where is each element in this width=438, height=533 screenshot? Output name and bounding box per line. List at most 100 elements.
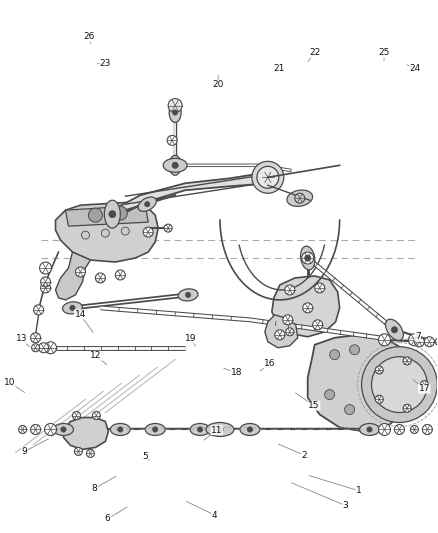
Circle shape bbox=[286, 328, 294, 336]
Circle shape bbox=[350, 345, 360, 355]
Ellipse shape bbox=[163, 158, 187, 172]
Circle shape bbox=[217, 426, 223, 433]
Polygon shape bbox=[66, 205, 148, 226]
Ellipse shape bbox=[145, 424, 165, 435]
Ellipse shape bbox=[206, 423, 234, 437]
Ellipse shape bbox=[53, 424, 74, 435]
Text: 17: 17 bbox=[418, 384, 430, 393]
Circle shape bbox=[420, 381, 428, 389]
Circle shape bbox=[414, 337, 424, 347]
Circle shape bbox=[330, 350, 339, 360]
Text: 15: 15 bbox=[308, 401, 320, 410]
Ellipse shape bbox=[287, 190, 313, 206]
Circle shape bbox=[86, 449, 95, 457]
Circle shape bbox=[375, 366, 383, 374]
Circle shape bbox=[381, 367, 417, 402]
Circle shape bbox=[118, 427, 123, 432]
Text: 12: 12 bbox=[90, 351, 102, 360]
Circle shape bbox=[361, 347, 437, 423]
Text: 3: 3 bbox=[343, 501, 349, 510]
Circle shape bbox=[109, 211, 116, 218]
Text: 18: 18 bbox=[231, 368, 242, 377]
Text: 13: 13 bbox=[16, 334, 28, 343]
Circle shape bbox=[115, 270, 125, 280]
Circle shape bbox=[283, 315, 293, 325]
Text: 23: 23 bbox=[100, 59, 111, 68]
Circle shape bbox=[313, 320, 323, 330]
Text: 11: 11 bbox=[211, 426, 223, 434]
Circle shape bbox=[152, 427, 158, 432]
Polygon shape bbox=[272, 276, 339, 337]
Circle shape bbox=[198, 427, 203, 432]
Circle shape bbox=[121, 227, 129, 235]
Polygon shape bbox=[56, 202, 158, 262]
Circle shape bbox=[285, 285, 295, 295]
Circle shape bbox=[95, 273, 106, 283]
Ellipse shape bbox=[190, 424, 210, 435]
Ellipse shape bbox=[178, 289, 198, 301]
Circle shape bbox=[371, 357, 427, 413]
Circle shape bbox=[391, 327, 398, 333]
Circle shape bbox=[262, 171, 274, 183]
Circle shape bbox=[31, 424, 41, 434]
Circle shape bbox=[304, 255, 311, 261]
Circle shape bbox=[408, 334, 420, 346]
Circle shape bbox=[39, 343, 49, 353]
Ellipse shape bbox=[169, 102, 181, 123]
Text: 6: 6 bbox=[105, 514, 110, 523]
Circle shape bbox=[302, 252, 314, 264]
Circle shape bbox=[395, 424, 404, 434]
Circle shape bbox=[403, 405, 411, 413]
Text: 19: 19 bbox=[185, 334, 196, 343]
Circle shape bbox=[32, 344, 39, 352]
Ellipse shape bbox=[169, 155, 181, 175]
Circle shape bbox=[375, 395, 383, 403]
Text: 24: 24 bbox=[410, 64, 421, 74]
Circle shape bbox=[88, 208, 102, 222]
Ellipse shape bbox=[300, 246, 315, 270]
Text: 14: 14 bbox=[74, 310, 86, 319]
Ellipse shape bbox=[360, 424, 379, 435]
Text: 21: 21 bbox=[274, 64, 285, 74]
Circle shape bbox=[314, 283, 325, 293]
Circle shape bbox=[275, 330, 285, 340]
Circle shape bbox=[378, 424, 390, 435]
Circle shape bbox=[410, 425, 418, 433]
Text: 2: 2 bbox=[301, 450, 307, 459]
Circle shape bbox=[185, 292, 191, 297]
Text: 9: 9 bbox=[22, 447, 28, 456]
Ellipse shape bbox=[385, 319, 403, 341]
Text: 22: 22 bbox=[309, 49, 321, 58]
Text: 4: 4 bbox=[212, 511, 217, 520]
Circle shape bbox=[19, 425, 27, 433]
Polygon shape bbox=[64, 417, 108, 449]
Text: 20: 20 bbox=[212, 80, 224, 90]
Circle shape bbox=[257, 166, 279, 188]
Circle shape bbox=[264, 173, 272, 181]
Circle shape bbox=[92, 411, 100, 419]
Ellipse shape bbox=[138, 197, 156, 212]
Circle shape bbox=[164, 224, 172, 232]
Circle shape bbox=[61, 427, 66, 432]
Polygon shape bbox=[265, 315, 298, 348]
Text: 5: 5 bbox=[142, 452, 148, 461]
Circle shape bbox=[390, 376, 408, 393]
Circle shape bbox=[34, 305, 43, 315]
Circle shape bbox=[378, 334, 390, 346]
Circle shape bbox=[325, 390, 335, 400]
Circle shape bbox=[39, 262, 52, 274]
Circle shape bbox=[72, 411, 81, 419]
Circle shape bbox=[424, 337, 434, 347]
Polygon shape bbox=[112, 172, 275, 218]
Circle shape bbox=[173, 163, 178, 168]
Ellipse shape bbox=[240, 424, 260, 435]
Ellipse shape bbox=[104, 200, 120, 228]
Circle shape bbox=[345, 405, 355, 415]
Circle shape bbox=[168, 99, 182, 112]
Circle shape bbox=[262, 171, 274, 183]
Circle shape bbox=[70, 305, 75, 311]
Circle shape bbox=[75, 267, 85, 277]
Circle shape bbox=[172, 162, 178, 168]
Text: 1: 1 bbox=[356, 486, 362, 495]
Text: 8: 8 bbox=[92, 484, 97, 493]
